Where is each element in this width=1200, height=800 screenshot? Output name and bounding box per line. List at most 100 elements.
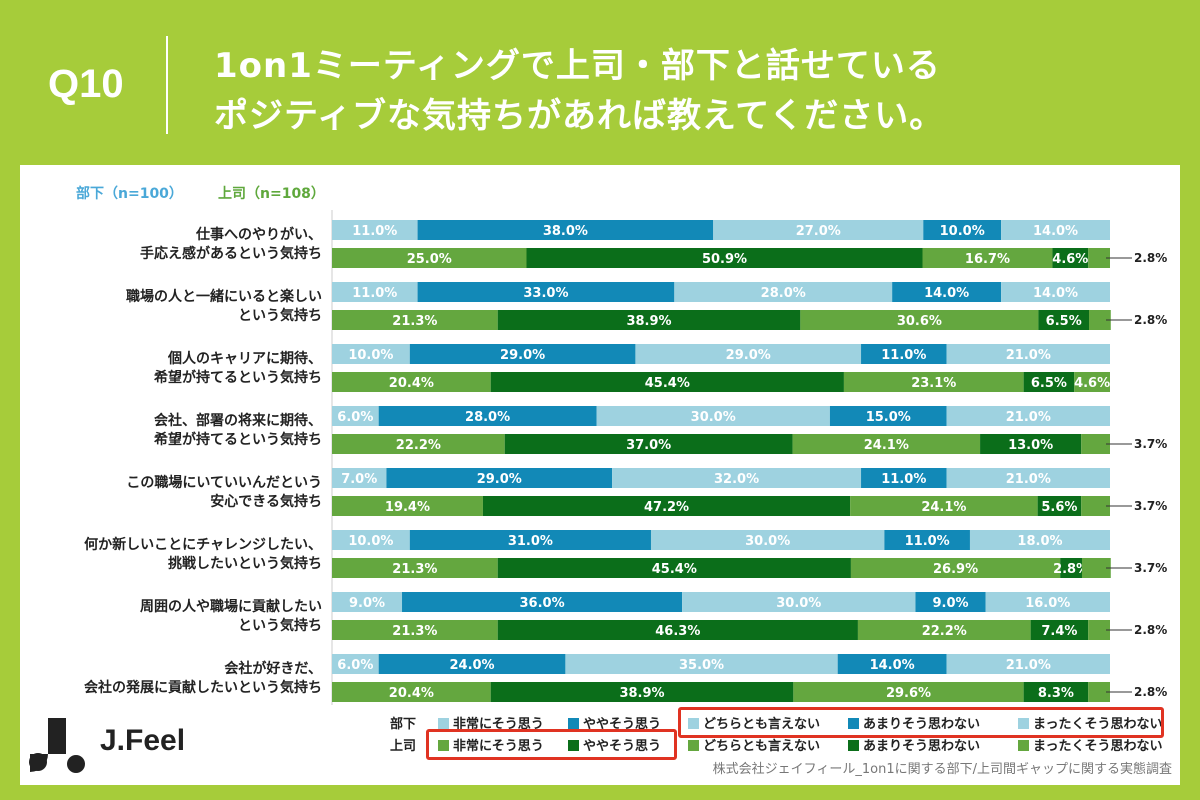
legend-label: 非常にそう思う bbox=[453, 717, 544, 732]
legend-item-joshi: まったくそう思わない bbox=[1018, 735, 1162, 754]
buka-bar-segment bbox=[612, 468, 862, 488]
joshi-data-label: 46.3% bbox=[655, 624, 700, 639]
joshi-bar-segment bbox=[1052, 248, 1089, 268]
joshi-bar-segment bbox=[1081, 434, 1110, 454]
buka-bar-segment bbox=[332, 530, 410, 550]
buka-bar-segment bbox=[417, 282, 675, 302]
buka-bar-segment bbox=[861, 344, 947, 364]
joshi-bar-segment bbox=[1088, 682, 1110, 702]
joshi-data-label: 23.1% bbox=[911, 376, 956, 391]
legend-label: まったくそう思わない bbox=[1033, 717, 1163, 732]
legend-row-label-buka: 部下 bbox=[390, 717, 417, 732]
buka-data-label: 6.0% bbox=[337, 658, 373, 673]
buka-data-label: 24.0% bbox=[449, 658, 494, 673]
buka-bar-segment bbox=[417, 220, 714, 240]
buka-bar-segment bbox=[682, 592, 916, 612]
legend-item-joshi: ややそう思う bbox=[568, 735, 661, 754]
buka-data-label: 28.0% bbox=[761, 286, 806, 301]
buka-bar-segment bbox=[829, 406, 947, 426]
joshi-bar-segment bbox=[980, 434, 1082, 454]
joshi-bar-segment bbox=[792, 434, 981, 454]
buka-data-label: 14.0% bbox=[870, 658, 915, 673]
joshi-bar-segment bbox=[482, 496, 851, 516]
joshi-bar-segment bbox=[800, 310, 1039, 330]
legend-swatch bbox=[1018, 718, 1029, 729]
buka-bar-segment bbox=[386, 468, 613, 488]
joshi-bar-segment bbox=[526, 248, 923, 268]
category-label: 周囲の人や職場に貢献したい bbox=[140, 598, 322, 615]
buka-bar-segment bbox=[650, 530, 885, 550]
joshi-bar-segment bbox=[843, 372, 1024, 392]
legend-row-label-joshi: 上司 bbox=[390, 739, 417, 754]
joshi-bar-segment bbox=[332, 496, 483, 516]
buka-bar-segment bbox=[946, 654, 1110, 674]
joshi-data-label: 6.5% bbox=[1031, 376, 1067, 391]
stacked-bar-chart: 部下（n=100） 上司（n=108） 仕事へのやりがい、手応え感があるという気持ち… bbox=[76, 185, 1167, 705]
joshi-data-label: 22.2% bbox=[922, 624, 967, 639]
buka-data-label: 21.0% bbox=[1006, 410, 1051, 425]
buka-bar-segment bbox=[923, 220, 1002, 240]
category-label: 安心できる気持ち bbox=[210, 493, 322, 510]
joshi-data-label: 38.9% bbox=[619, 686, 664, 701]
buka-bar-segment bbox=[635, 344, 862, 364]
joshi-data-label: 20.4% bbox=[389, 376, 434, 391]
buka-data-label: 14.0% bbox=[1033, 224, 1078, 239]
category-label: 希望が持てるという気持ち bbox=[154, 369, 322, 386]
joshi-bar-segment bbox=[1088, 248, 1110, 268]
buka-data-label: 30.0% bbox=[776, 596, 821, 611]
joshi-data-label: 25.0% bbox=[407, 252, 452, 267]
joshi-data-label: 24.1% bbox=[921, 500, 966, 515]
joshi-bar-segment bbox=[490, 682, 794, 702]
category-label: 会社が好きだ、 bbox=[224, 660, 322, 677]
buka-data-label: 6.0% bbox=[337, 410, 373, 425]
buka-bar-segment bbox=[378, 654, 566, 674]
joshi-data-label-outside: 3.7% bbox=[1134, 437, 1167, 451]
joshi-bar-segment bbox=[497, 620, 858, 640]
buka-bar-segment bbox=[837, 654, 947, 674]
highlight-box-joshi bbox=[426, 729, 677, 760]
joshi-data-label: 37.0% bbox=[626, 438, 671, 453]
legend-swatch bbox=[438, 740, 449, 751]
joshi-data-label: 7.4% bbox=[1041, 624, 1077, 639]
joshi-bar-segment bbox=[1081, 496, 1110, 516]
buka-data-label: 36.0% bbox=[520, 596, 565, 611]
logo-text: J.Feel bbox=[100, 724, 186, 757]
buka-bar-segment bbox=[946, 468, 1110, 488]
joshi-data-label-outside: 3.7% bbox=[1134, 499, 1167, 513]
joshi-bar-segment bbox=[332, 248, 527, 268]
joshi-data-label-outside: 2.8% bbox=[1134, 685, 1167, 699]
joshi-data-label: 8.3% bbox=[1038, 686, 1074, 701]
legend-item-buka: どちらとも言えない bbox=[688, 713, 820, 732]
legend-swatch bbox=[438, 718, 449, 729]
joshi-data-label-outside: 3.7% bbox=[1134, 561, 1167, 575]
buka-bar-segment bbox=[892, 282, 1002, 302]
buka-bar-segment bbox=[332, 344, 410, 364]
joshi-bar-segment bbox=[497, 558, 851, 578]
joshi-data-label: 24.1% bbox=[864, 438, 909, 453]
joshi-data-label: 21.3% bbox=[392, 624, 437, 639]
legend-item-joshi: あまりそう思わない bbox=[848, 735, 980, 754]
category-label: という気持ち bbox=[238, 617, 322, 634]
buka-bar-segment bbox=[674, 282, 893, 302]
joshi-data-label: 6.5% bbox=[1046, 314, 1082, 329]
buka-data-label: 28.0% bbox=[465, 410, 510, 425]
joshi-data-label: 21.3% bbox=[392, 314, 437, 329]
joshi-data-label: 21.3% bbox=[392, 562, 437, 577]
legend-label: あまりそう思わない bbox=[863, 717, 981, 732]
joshi-bar-segment bbox=[332, 682, 491, 702]
joshi-data-label: 2.8% bbox=[1053, 562, 1089, 577]
question-number: Q10 bbox=[48, 62, 124, 106]
joshi-bar-segment bbox=[497, 310, 801, 330]
category-label: 会社、部署の将来に期待、 bbox=[154, 412, 322, 429]
buka-data-label: 35.0% bbox=[679, 658, 724, 673]
buka-bar-segment bbox=[565, 654, 838, 674]
buka-bar-segment bbox=[402, 592, 683, 612]
buka-bar-segment bbox=[1001, 282, 1110, 302]
legend-label: ややそう思う bbox=[583, 717, 662, 732]
buka-data-label: 27.0% bbox=[796, 224, 841, 239]
legend-swatch bbox=[688, 718, 699, 729]
buka-data-label: 21.0% bbox=[1006, 472, 1051, 487]
buka-data-label: 21.0% bbox=[1006, 348, 1051, 363]
buka-bar-segment bbox=[713, 220, 924, 240]
legend-swatch bbox=[848, 740, 859, 751]
